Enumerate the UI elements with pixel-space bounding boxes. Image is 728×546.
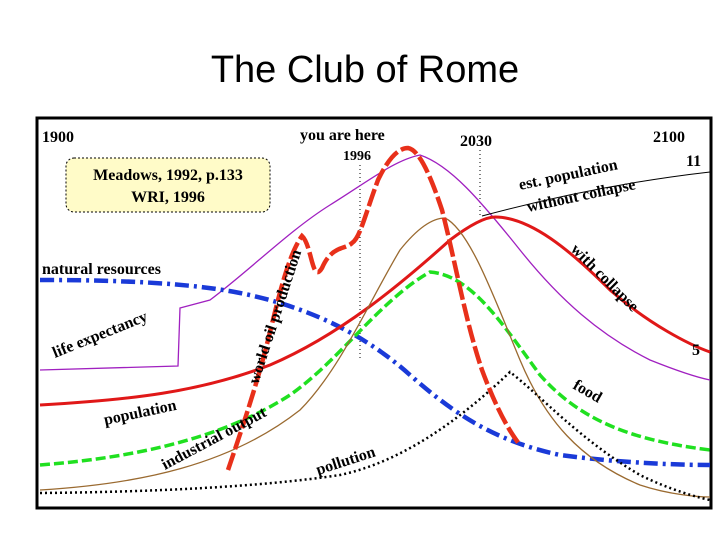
year-2030: 2030 [460, 133, 492, 150]
year-1996: 1996 [343, 149, 371, 164]
life-expectancy-curve [39, 154, 711, 381]
food-curve [39, 270, 711, 467]
slide-title: The Club of Rome [211, 49, 519, 91]
population-without-collapse-curve [481, 171, 711, 217]
start-year: 1900 [42, 129, 74, 146]
natural-resources-label: natural resources [42, 261, 161, 278]
source-text: WRI, 1996 [131, 189, 205, 206]
collapse-end-value: 5 [692, 342, 700, 359]
natural-resources-curve [39, 277, 711, 468]
world-oil-production-curve [225, 145, 522, 471]
end-value: 11 [686, 153, 701, 170]
source-text: Meadows, 1992, p.133 [93, 167, 243, 184]
end-year: 2100 [653, 129, 685, 146]
source-box [65, 157, 271, 213]
you-are-here-label: you are here [300, 127, 385, 144]
